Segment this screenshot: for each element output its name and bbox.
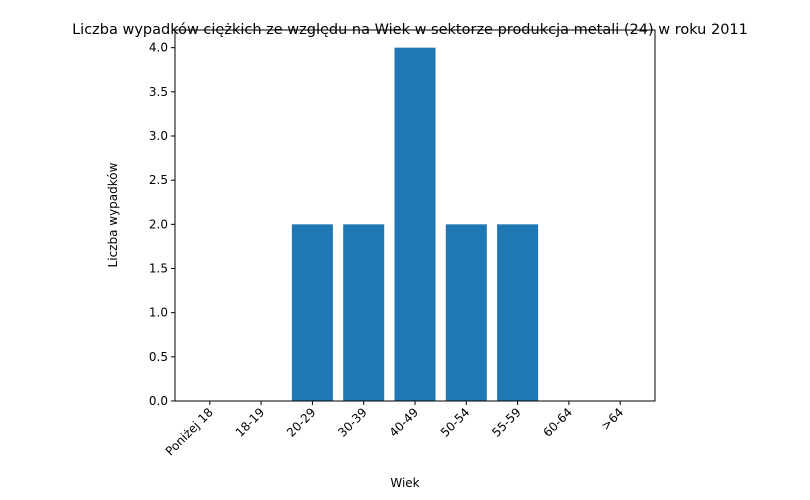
bar — [343, 224, 385, 401]
y-tick-label: 1.0 — [149, 306, 168, 320]
x-axis: Poniżej 18 18-19 20-29 30-39 40-49 50-54 55-59… — [163, 401, 627, 458]
x-tick-label: 20-29 — [284, 405, 319, 440]
bar — [291, 224, 333, 401]
x-tick-label: 30-39 — [335, 405, 370, 440]
y-tick-label: 2.5 — [149, 173, 168, 187]
bar — [394, 47, 436, 402]
y-tick-label: 2.0 — [149, 217, 168, 231]
y-tick-label: 0.5 — [149, 350, 168, 364]
x-tick-label: 40-49 — [387, 405, 422, 440]
bar — [497, 224, 539, 401]
bars-group — [291, 47, 539, 402]
x-tick-label: 50-54 — [438, 405, 473, 440]
y-tick-label: 4.0 — [149, 41, 168, 55]
x-tick-label: 60-64 — [540, 405, 575, 440]
y-tick-label: 3.0 — [149, 129, 168, 143]
y-axis-label: Liczba wypadków — [106, 162, 120, 267]
x-axis-label: Wiek — [390, 476, 419, 490]
x-tick-label: 18-19 — [233, 405, 268, 440]
y-tick-label: 1.5 — [149, 262, 168, 276]
y-tick-label: 0.0 — [149, 394, 168, 408]
bar — [445, 224, 487, 401]
x-tick-label: >64 — [599, 405, 627, 433]
y-axis: 0.0 0.5 1.0 1.5 2.0 2.5 3.0 3.5 4.0 — [149, 41, 175, 408]
y-tick-label: 3.5 — [149, 85, 168, 99]
x-tick-label: 55-59 — [489, 405, 524, 440]
x-tick-label: Poniżej 18 — [163, 405, 216, 458]
